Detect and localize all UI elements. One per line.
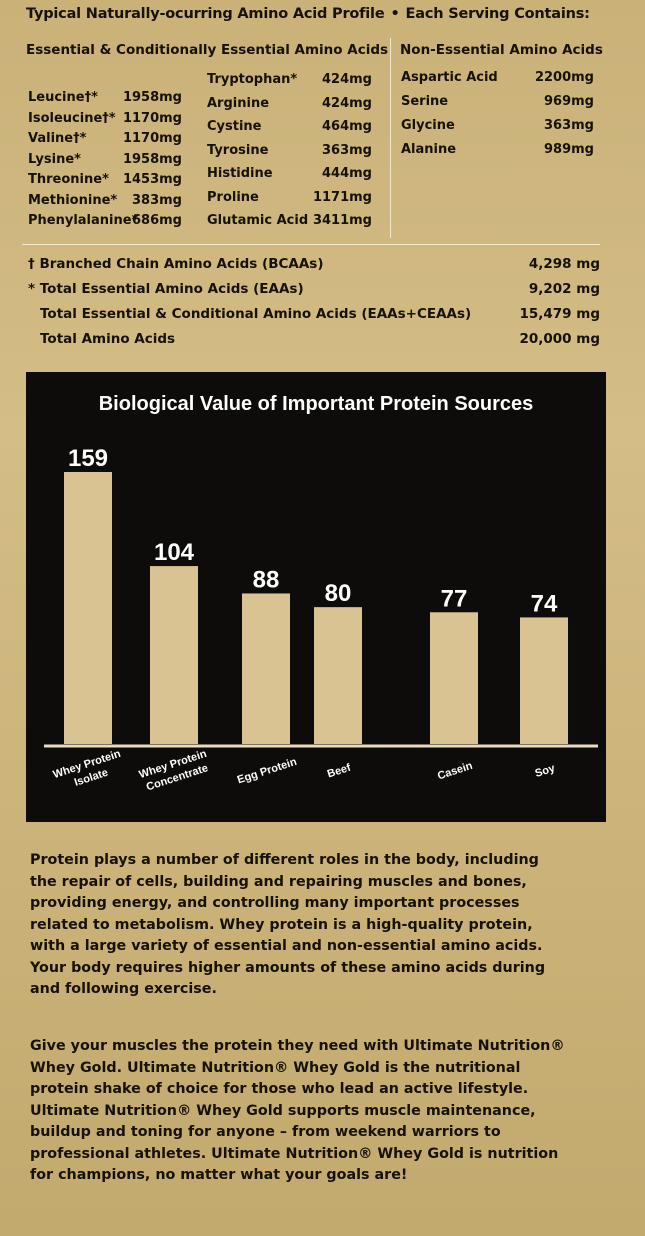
- category-label-line: Beef: [326, 762, 353, 781]
- paragraph-line: Ultimate Nutrition® Whey Gold supports m…: [30, 1102, 536, 1119]
- amino-acid-name: Cystine: [207, 119, 262, 134]
- amino-acid-value: 1453mg: [122, 172, 182, 187]
- total-row: † Branched Chain Amino Acids (BCAAs) 4,29…: [28, 256, 600, 272]
- paragraph-line: protein shake of choice for those who le…: [30, 1081, 529, 1097]
- essential-title: Essential & Conditionally Essential Amin…: [26, 42, 389, 58]
- amino-acid-name: Lysine*: [28, 151, 81, 167]
- amino-acid-value: 424mg: [322, 72, 372, 87]
- amino-acid-value: 1170mg: [122, 131, 182, 146]
- profile-header-right: Each Serving Contains:: [405, 6, 590, 22]
- paragraph: Give your muscles the protein they need …: [30, 1036, 610, 1187]
- amino-acid-value: 444mg: [322, 166, 372, 181]
- amino-acid-name: Histidine: [207, 166, 273, 181]
- bar-value-label: 104: [154, 539, 195, 566]
- category-label: Beef: [326, 762, 353, 781]
- bar: [150, 566, 198, 744]
- amino-acid-name: Aspartic Acid: [401, 70, 498, 85]
- paragraph-line: Whey Gold. Ultimate Nutrition® Whey Gold…: [30, 1059, 521, 1076]
- amino-acid-value: 1958mg: [122, 151, 182, 167]
- amino-acid-name: Valine†*: [28, 131, 87, 146]
- amino-acid-value: 3411mg: [312, 213, 372, 228]
- paragraph: Protein plays a number of different role…: [30, 850, 610, 1001]
- bar: [64, 472, 112, 744]
- paragraph-line: the repair of cells, building and repair…: [30, 873, 527, 890]
- paragraph-line: professional athletes. Ultimate Nutritio…: [30, 1145, 559, 1162]
- profile-header: Typical Naturally-ocurring Amino Acid Pr…: [26, 6, 590, 22]
- bar: [314, 607, 362, 744]
- bar-value-label: 159: [68, 445, 108, 472]
- amino-acid-name: Arginine: [207, 95, 270, 111]
- amino-acid-name: Isoleucine†*: [28, 110, 116, 126]
- bar-value-label: 88: [253, 566, 280, 593]
- amino-acid-name: Tryptophan*: [207, 72, 298, 87]
- bar-value-label: 80: [325, 580, 352, 607]
- total-row: Total Amino Acids 20,000 mg: [40, 331, 600, 347]
- total-row: Total Essential & Conditional Amino Acid…: [40, 306, 600, 322]
- total-row: * Total Essential Amino Acids (EAAs) 9,20…: [28, 281, 600, 297]
- total-label: Total Amino Acids: [40, 331, 176, 347]
- amino-acid-value: 969mg: [544, 94, 594, 109]
- amino-acid-value: 2200mg: [534, 70, 594, 85]
- amino-acid-value: 383mg: [132, 192, 182, 208]
- category-label-line: Egg Protein: [236, 756, 299, 787]
- amino-acid-name: Glycine: [401, 118, 455, 133]
- amino-acid-value: 363mg: [544, 118, 594, 133]
- amino-acid-name: Serine: [401, 94, 449, 109]
- paragraph-line: for champions, no matter what your goals…: [30, 1167, 408, 1183]
- paragraph-line: Your body requires higher amounts of the…: [30, 959, 546, 976]
- category-label-line: Soy: [534, 762, 558, 780]
- amino-acid-name: Proline: [207, 189, 259, 205]
- paragraph-line: related to metabolism. Whey protein is a…: [30, 916, 533, 933]
- category-label: Casein: [436, 760, 474, 783]
- amino-acid-name: Alanine: [401, 142, 457, 157]
- total-label: Total Essential & Conditional Amino Acid…: [40, 306, 472, 322]
- header-separator: •: [390, 6, 400, 22]
- amino-acid-value: 1171mg: [312, 189, 372, 205]
- bar-value-label: 77: [441, 585, 468, 612]
- total-value: 15,479 mg: [519, 306, 600, 322]
- total-label: † Branched Chain Amino Acids (BCAAs): [28, 256, 324, 272]
- bar: [430, 612, 478, 744]
- total-value: 20,000 mg: [519, 331, 600, 347]
- amino-acid-value: 464mg: [322, 119, 372, 134]
- bar-value-label: 74: [531, 590, 558, 617]
- amino-acid-name: Glutamic Acid: [207, 213, 309, 228]
- amino-acid-value: 363mg: [322, 142, 372, 158]
- amino-acid-name: Phenylalanine*: [28, 213, 139, 228]
- amino-acid-value: 686mg: [132, 213, 182, 228]
- chart-svg: Biological Value of Important Protein So…: [44, 393, 598, 794]
- paragraph-line: with a large variety of essential and no…: [30, 938, 543, 954]
- paragraph-line: Give your muscles the protein they need …: [30, 1038, 565, 1054]
- amino-acid-value: 1170mg: [122, 110, 182, 126]
- total-value: 9,202 mg: [528, 281, 600, 297]
- paragraph-line: Protein plays a number of different role…: [30, 852, 539, 868]
- column-divider: [390, 38, 391, 238]
- amino-acid-name: Leucine†*: [28, 90, 98, 105]
- total-label: * Total Essential Amino Acids (EAAs): [28, 281, 304, 297]
- profile-header-left: Typical Naturally-ocurring Amino Acid Pr…: [26, 6, 385, 22]
- bar: [242, 593, 290, 744]
- amino-acid-name: Threonine*: [28, 172, 109, 187]
- biological-value-chart: Biological Value of Important Protein So…: [26, 372, 606, 822]
- amino-acid-value: 424mg: [322, 95, 372, 111]
- non-essential-title: Non-Essential Amino Acids: [400, 42, 603, 58]
- paragraph-line: buildup and toning for anyone – from wee…: [30, 1124, 501, 1140]
- total-value: 4,298 mg: [528, 256, 600, 272]
- amino-acid-name: Tyrosine: [207, 142, 269, 158]
- bar: [520, 617, 568, 744]
- amino-acid-value: 1958mg: [122, 90, 182, 105]
- category-label: Egg Protein: [236, 756, 299, 787]
- category-label: Soy: [534, 762, 558, 780]
- table-divider: [22, 244, 600, 245]
- paragraph-line: and following exercise.: [30, 981, 217, 997]
- paragraph-line: providing energy, and controlling many i…: [30, 895, 520, 911]
- chart-title: Biological Value of Important Protein So…: [99, 393, 534, 415]
- amino-acid-name: Methionine*: [28, 192, 118, 208]
- category-label-line: Casein: [436, 760, 474, 783]
- amino-acid-value: 989mg: [544, 142, 594, 157]
